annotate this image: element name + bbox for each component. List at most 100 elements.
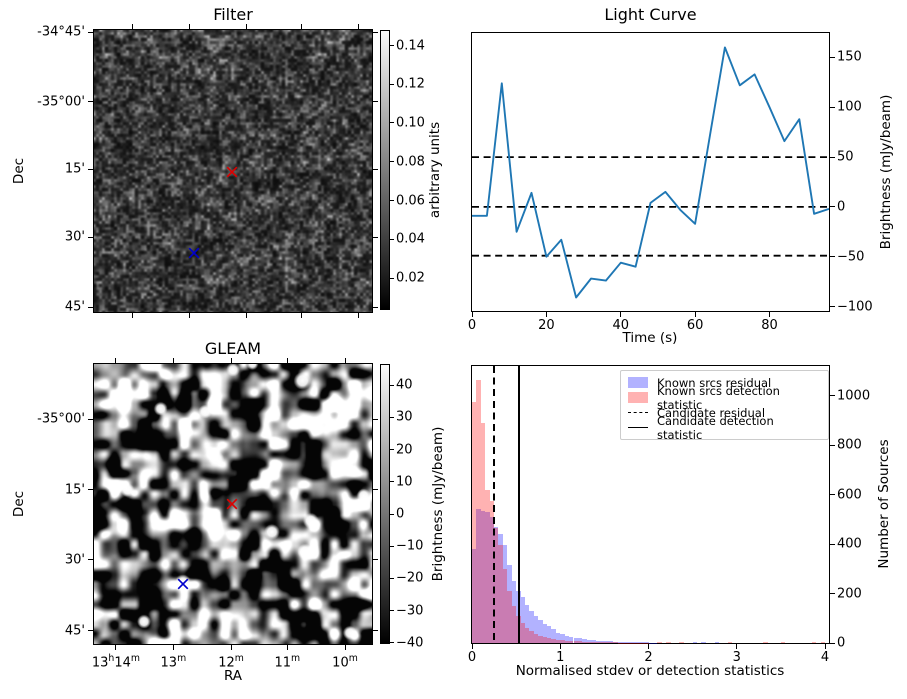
histogram-bar [780,642,786,643]
tick-label: 0.02 [396,270,425,286]
histogram-bar [692,641,698,643]
tick-mark [357,24,359,29]
tick-mark [471,644,473,649]
histogram-bar [573,641,578,643]
tick-mark [246,313,248,318]
tick-mark [390,45,394,47]
filter-title: Filter [213,5,253,24]
histogram-bar [679,642,684,643]
filter-ylabel: Dec [11,157,27,185]
histogram-bar [591,640,596,643]
tick-mark [373,101,378,103]
histogram-bar [582,639,587,643]
histogram-bar [520,596,525,643]
tick-label: 0 [467,318,477,333]
tick-mark [115,358,117,363]
histogram-bar [489,500,495,643]
tick-mark [769,312,770,317]
tick-label: 10 [396,474,413,490]
tick-label: 20 [396,442,413,458]
histogram-bar [560,633,565,643]
histogram-bar [498,545,503,643]
histogram-bar [591,641,596,643]
tick-label: 0 [837,199,846,215]
histogram-ylabel: Number of Sources [876,439,892,569]
light-curve-ylabel: Brightness (mJy/beam) [878,94,894,250]
gleam-panel [93,363,373,645]
light-curve-panel [471,32,830,312]
histogram-bar [630,642,636,643]
tick-label: 13m [160,653,187,671]
tick-label: 150 [837,49,862,65]
histogram-bar [507,565,512,643]
tick-label: 40 [396,377,413,393]
histogram-bar [507,591,512,643]
tick-label: 4 [820,650,830,665]
candidate-residual-line [493,366,495,643]
histogram-bar [595,642,600,643]
tick-mark [286,645,288,650]
tick-mark [373,306,378,308]
histogram-bar [577,638,583,643]
gleam-xlabel: RA [223,668,243,684]
tick-label: 1 [556,650,565,665]
tick-mark [390,545,394,547]
histogram-bar [811,641,817,643]
tick-mark [88,418,93,420]
tick-mark [88,306,93,308]
histogram-bar [555,632,561,643]
gleam-colorbar [380,364,390,644]
histogram-bar [520,622,525,643]
tick-label: 1000 [837,388,871,404]
tick-mark [189,24,191,29]
gleam-colorbar-label: Brightness (mJy/beam) [430,426,446,582]
histogram-bar [529,611,534,643]
tick-label: −100 [837,299,873,315]
tick-mark [390,277,394,279]
filter-colorbar-label: arbitrary units [427,121,443,219]
tick-mark [620,312,622,317]
tick-mark [830,593,835,595]
histogram-bar [529,631,534,643]
histogram-bar [494,528,499,643]
comparison-marker-blue [188,247,200,259]
legend-label: Candidate residual [657,405,766,420]
tick-label: 40 [612,318,630,333]
candidate-marker-red [226,498,238,510]
tick-mark [373,31,378,33]
histogram-bar [569,640,574,643]
legend-item: Candidate detection statistic [628,414,819,442]
tick-mark [830,494,835,496]
tick-mark [373,630,378,632]
tick-mark [736,644,738,649]
tick-label: 800 [837,437,862,453]
tick-mark [830,156,835,158]
tick-mark [373,489,378,491]
candidate-detection-statistic-line [517,366,520,643]
histogram-bar [555,639,561,643]
histogram-bar [639,642,645,643]
tick-mark [373,168,378,170]
tick-mark [344,358,346,363]
histogram-bar [476,508,481,643]
gleam-ylabel: Dec [11,490,27,518]
histogram-bar [564,640,570,643]
tick-label: 3 [732,650,741,665]
tick-mark [694,312,696,317]
tick-label: 30' [64,552,85,568]
tick-label: 45' [64,299,85,315]
histogram-bar [476,379,481,643]
tick-mark [648,644,649,649]
tick-mark [830,106,835,108]
histogram-bar [604,641,609,643]
tick-label: 15' [64,482,85,498]
tick-mark [115,645,117,650]
histogram-bar [542,636,548,643]
tick-mark [286,358,288,363]
histogram-bar [727,642,733,643]
histogram-bar [714,642,720,643]
tick-mark [830,256,835,258]
histogram-bar [763,642,768,643]
tick-mark [172,645,174,650]
tick-mark [545,312,547,317]
